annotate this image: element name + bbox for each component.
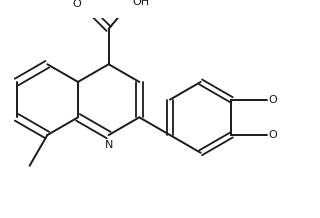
Text: OH: OH: [132, 0, 149, 7]
Text: O: O: [268, 130, 277, 140]
Text: O: O: [268, 95, 277, 105]
Text: O: O: [72, 0, 81, 9]
Text: N: N: [104, 140, 113, 150]
